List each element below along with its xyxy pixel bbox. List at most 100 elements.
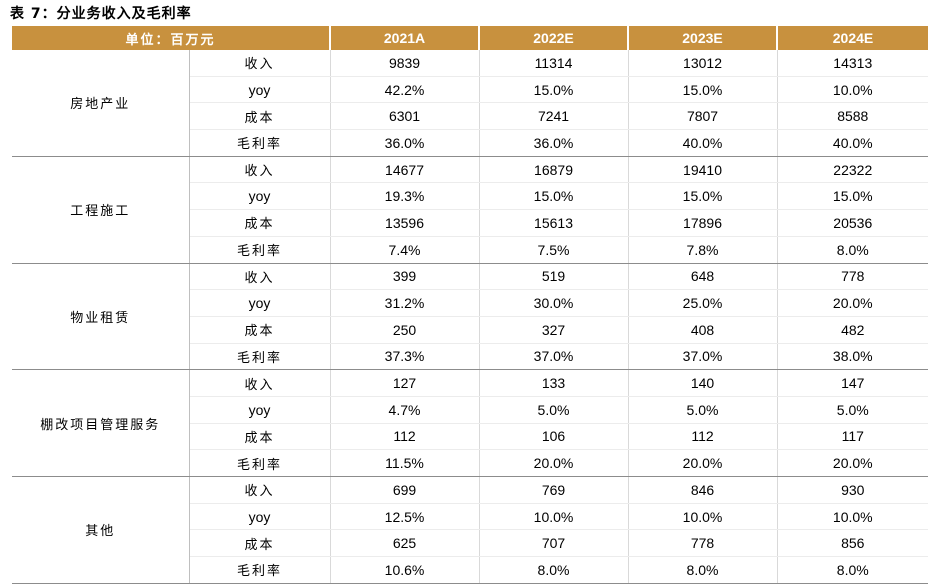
value-cell: 15.0% [479,76,629,104]
value-cell: 15.0% [479,182,629,211]
table-row: 毛利率 7.4% 7.5% 7.8% 8.0% [12,236,929,264]
value-cell: 12.5% [330,503,480,531]
metric-label: 成本 [189,102,331,131]
table-body: 房地产业 收入 9839 11314 13012 14313 yoy 42.2% 15.0% 15… [12,50,929,584]
value-cell: 38.0% [777,343,929,371]
value-cell: 42.2% [330,76,480,104]
value-cell: 7.5% [479,236,629,264]
table-title: 表 7：分业务收入及毛利率 [10,6,192,22]
year-header: 2022E [479,26,630,50]
segment-name: 物业租赁 [12,263,190,371]
segment-name: 房地产业 [12,50,190,157]
metric-label: 毛利率 [189,343,331,371]
value-cell: 20.0% [479,449,629,477]
value-cell: 707 [479,529,629,558]
year-header: 2023E [628,26,779,50]
value-cell: 7.4% [330,236,480,264]
value-cell: 14313 [777,50,929,77]
value-cell: 7.8% [628,236,778,264]
table-row: 毛利率 11.5% 20.0% 20.0% 20.0% [12,449,929,477]
value-cell: 15.0% [628,182,778,211]
table-row: 毛利率 10.6% 8.0% 8.0% 8.0% [12,556,929,584]
value-cell: 11.5% [330,449,480,477]
value-cell: 133 [479,369,629,397]
metric-label: 成本 [189,316,331,344]
value-cell: 8.0% [777,556,929,584]
metric-label: 成本 [189,209,331,237]
value-cell: 7241 [479,102,629,131]
segment-name: 工程施工 [12,156,190,264]
value-cell: 37.0% [628,343,778,371]
table-row: yoy 19.3% 15.0% 15.0% 15.0% [12,182,929,211]
value-cell: 15613 [479,209,629,237]
table-row: 工程施工 收入 14677 16879 19410 22322 [12,156,929,264]
table-row: 棚改项目管理服务 收入 127 133 140 147 [12,369,929,477]
value-cell: 8.0% [777,236,929,264]
value-cell: 625 [330,529,480,558]
value-cell: 20536 [777,209,929,237]
value-cell: 15.0% [628,76,778,104]
metric-label: 毛利率 [189,129,331,157]
value-cell: 699 [330,476,480,504]
value-cell: 140 [628,369,778,397]
unit-label: 单位：百万元 [12,26,332,50]
value-cell: 10.0% [479,503,629,531]
value-cell: 20.0% [777,289,929,317]
value-cell: 16879 [479,156,629,184]
value-cell: 17896 [628,209,778,237]
metric-label: 成本 [189,529,331,558]
metric-label: 成本 [189,423,331,451]
value-cell: 648 [628,263,778,291]
metric-label: yoy [189,289,331,317]
metric-label: 收入 [189,263,331,291]
table-row: yoy 31.2% 30.0% 25.0% 20.0% [12,289,929,317]
value-cell: 25.0% [628,289,778,317]
value-cell: 5.0% [479,396,629,424]
metric-label: 收入 [189,156,331,184]
value-cell: 8.0% [479,556,629,584]
table-row: 其他 收入 699 769 846 930 [12,476,929,584]
segment-name: 其他 [12,476,190,584]
value-cell: 399 [330,263,480,291]
metric-label: yoy [189,76,331,104]
value-cell: 15.0% [777,182,929,211]
value-cell: 8588 [777,102,929,131]
value-cell: 37.0% [479,343,629,371]
value-cell: 36.0% [330,129,480,157]
value-cell: 930 [777,476,929,504]
table-row: 毛利率 37.3% 37.0% 37.0% 38.0% [12,343,929,371]
value-cell: 13596 [330,209,480,237]
value-cell: 5.0% [628,396,778,424]
value-cell: 13012 [628,50,778,77]
metric-label: yoy [189,396,331,424]
value-cell: 14677 [330,156,480,184]
value-cell: 20.0% [628,449,778,477]
value-cell: 36.0% [479,129,629,157]
year-header: 2024E [777,26,929,50]
value-cell: 327 [479,316,629,344]
metric-label: 收入 [189,50,331,77]
value-cell: 408 [628,316,778,344]
metric-label: 毛利率 [189,449,331,477]
table-header: 单位：百万元 2021A 2022E 2023E 2024E [12,26,929,50]
value-cell: 19.3% [330,182,480,211]
table-row: yoy 12.5% 10.0% 10.0% 10.0% [12,503,929,531]
value-cell: 8.0% [628,556,778,584]
value-cell: 19410 [628,156,778,184]
table-row: 成本 6301 7241 7807 8588 [12,102,929,131]
value-cell: 4.7% [330,396,480,424]
table-row: 成本 112 106 112 117 [12,423,929,451]
table-row: 成本 13596 15613 17896 20536 [12,209,929,237]
table-row: 物业租赁 收入 399 519 648 778 [12,263,929,371]
metric-label: 毛利率 [189,236,331,264]
header-row: 单位：百万元 2021A 2022E 2023E 2024E [12,26,929,50]
metric-label: 收入 [189,369,331,397]
value-cell: 482 [777,316,929,344]
value-cell: 112 [330,423,480,451]
table-row: yoy 4.7% 5.0% 5.0% 5.0% [12,396,929,424]
metric-label: 毛利率 [189,556,331,584]
value-cell: 778 [628,529,778,558]
value-cell: 112 [628,423,778,451]
value-cell: 22322 [777,156,929,184]
value-cell: 147 [777,369,929,397]
